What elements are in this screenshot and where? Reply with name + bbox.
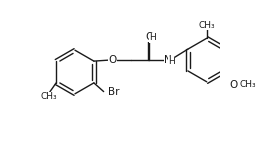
Text: O: O [145, 32, 154, 42]
Text: CH₃: CH₃ [198, 21, 215, 30]
Text: H: H [168, 57, 175, 66]
Text: CH₃: CH₃ [40, 92, 57, 101]
Text: O: O [108, 55, 116, 65]
Text: Br: Br [108, 87, 119, 97]
Text: H: H [149, 33, 156, 42]
Text: CH₃: CH₃ [239, 80, 256, 89]
Text: O: O [229, 79, 237, 90]
Text: N: N [164, 55, 172, 65]
